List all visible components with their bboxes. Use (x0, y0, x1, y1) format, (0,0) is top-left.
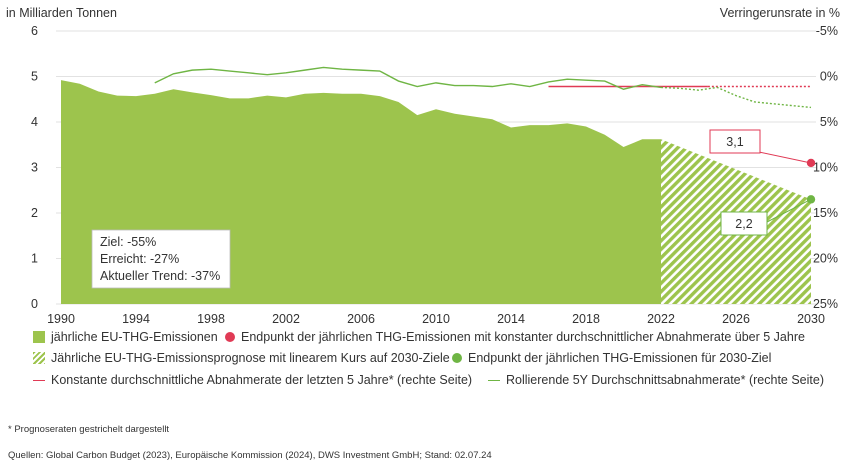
x-tick-label: 2014 (497, 312, 525, 326)
y-tick-label-right: 15% (813, 206, 838, 220)
y-tick-label-right: 25% (813, 297, 838, 311)
constant-endpoint-dot (806, 158, 816, 168)
x-tick-label: 2026 (722, 312, 750, 326)
y-axis-right-label: Verringerunsrate in % (720, 6, 840, 20)
x-tick-label: 2002 (272, 312, 300, 326)
y-tick-label-left: 3 (31, 161, 38, 175)
legend-item-target-endpoint: Endpunkt der jährlichen THG-Emissionen f… (452, 351, 771, 365)
y-axis-left-label: in Milliarden Tonnen (6, 6, 117, 20)
x-tick-label: 2022 (647, 312, 675, 326)
legend-item-constant-endpoint: Endpunkt der jährlichen THG-Emissionen m… (225, 330, 805, 344)
constant-endpoint-label-box (709, 129, 761, 154)
legend-label-emissions: jährliche EU-THG-Emissionen (51, 330, 218, 344)
legend-swatch-rolling-rate (488, 379, 500, 381)
y-tick-label-left: 1 (31, 252, 38, 266)
y-tick-label-right: -5% (816, 24, 838, 38)
legend-label-forecast: Jährliche EU-THG-Emissionsprognose mit l… (51, 351, 450, 365)
annotations: Ziel: -55% Erreicht: -27% Aktueller Trend:… (91, 129, 816, 289)
summary-line: Erreicht: -27% (100, 252, 179, 266)
rolling-rate-line (154, 66, 662, 90)
y-tick-label-left: 5 (31, 70, 38, 84)
legend-label-constant-rate: Konstante durchschnittliche Abnahmerate … (51, 373, 473, 387)
target-endpoint-dot (806, 195, 816, 204)
x-axis: 1990 1994 1998 2002 2006 2010 2014 2018 2022 2026… (47, 312, 825, 326)
y-tick-label-left: 0 (31, 297, 38, 311)
legend-label-target-endpoint: Endpunkt der jährlichen THG-Emissionen f… (468, 351, 772, 365)
rate-lines (154, 66, 812, 109)
target-endpoint-leader (766, 198, 812, 223)
y-tick-label-left: 6 (31, 24, 38, 38)
legend-swatch-forecast (33, 352, 45, 364)
y-tick-label-right: 5% (820, 115, 838, 129)
constant-endpoint-label: 3,1 (726, 135, 743, 149)
emissions-chart: 1990 1994 1998 2002 2006 2010 2014 2018 2022 2026… (6, 6, 840, 326)
x-tick-label: 1998 (197, 312, 225, 326)
x-tick-label: 1994 (122, 312, 150, 326)
legend-label-constant-endpoint: Endpunkt der jährlichen THG-Emissionen m… (241, 330, 805, 344)
legend-swatch-target-endpoint (452, 353, 462, 363)
summary-line: Aktueller Trend: -37% (100, 269, 220, 283)
summary-box (91, 229, 231, 289)
rolling-rate-line-forecast (660, 86, 812, 109)
x-tick-label: 2006 (347, 312, 375, 326)
legend-swatch-constant-endpoint (225, 332, 235, 342)
y-axis-left: 0 1 2 3 4 5 6 (31, 24, 38, 311)
x-tick-label: 2010 (422, 312, 450, 326)
x-tick-label: 2030 (797, 312, 825, 326)
y-tick-label-left: 2 (31, 206, 38, 220)
source-note: Quellen: Global Carbon Budget (2023), Eu… (8, 450, 492, 461)
legend-swatch-constant-rate (33, 379, 45, 381)
y-tick-label-right: 20% (813, 252, 838, 266)
target-endpoint-label: 2,2 (735, 217, 752, 231)
y-axis-right: -5% 0% 5% 10% 15% 20% 25% (813, 24, 838, 311)
summary-line: Ziel: -55% (100, 235, 156, 249)
footnote: * Prognoseraten gestrichelt dargestellt (8, 424, 170, 435)
y-tick-label-right: 0% (820, 70, 838, 84)
target-endpoint-label-box (720, 211, 768, 236)
legend-item-emissions: jährliche EU-THG-Emissionen (33, 330, 218, 344)
legend-swatch-emissions (33, 331, 45, 343)
y-tick-label-left: 4 (31, 115, 38, 129)
y-tick-label-right: 10% (813, 161, 838, 175)
legend-item-forecast: Jährliche EU-THG-Emissionsprognose mit l… (33, 351, 450, 365)
legend-item-constant-rate: Konstante durchschnittliche Abnahmerate … (33, 373, 472, 387)
x-tick-label: 2018 (572, 312, 600, 326)
legend-item-rolling-rate: Rollierende 5Y Durchschnittsabnahmerate*… (488, 373, 824, 387)
legend-label-rolling-rate: Rollierende 5Y Durchschnittsabnahmerate*… (506, 373, 824, 387)
x-tick-label: 1990 (47, 312, 75, 326)
